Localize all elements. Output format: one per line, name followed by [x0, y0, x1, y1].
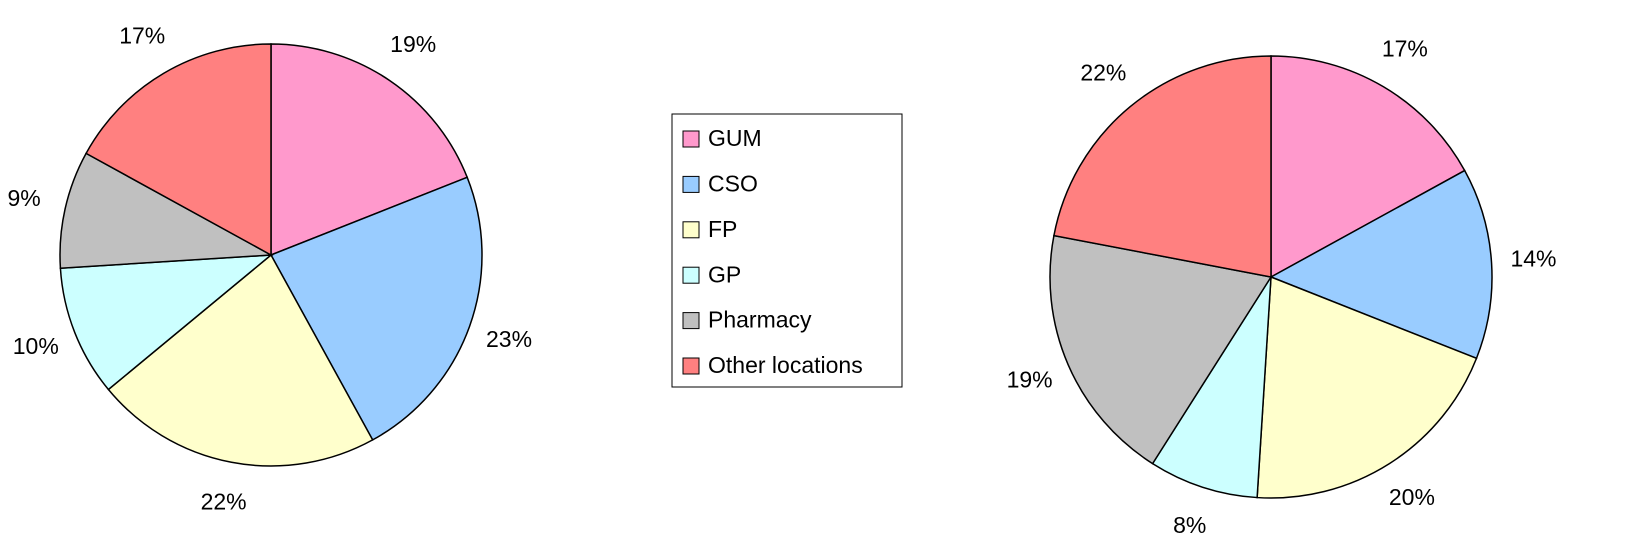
pie-slice — [59, 152, 274, 270]
pie-slice — [1049, 234, 1273, 465]
legend-box — [671, 113, 903, 388]
data-label: 22% — [1080, 59, 1126, 85]
legend-label: CSO — [708, 170, 758, 196]
data-label: 22% — [201, 489, 247, 515]
legend-swatch — [682, 175, 700, 193]
data-label: 19% — [390, 31, 436, 57]
pie-slice — [1151, 276, 1272, 499]
pie-slice — [1053, 55, 1272, 278]
pie-slice — [107, 253, 374, 467]
legend-swatch — [682, 221, 700, 239]
data-label: 8% — [1173, 512, 1206, 538]
pie-slice — [1269, 169, 1493, 360]
pie-slice — [270, 43, 469, 257]
legend-label: Other locations — [708, 352, 863, 378]
pie-slice — [1270, 55, 1466, 279]
data-label: 10% — [13, 333, 59, 359]
data-label: 23% — [486, 326, 532, 352]
legend-label: Pharmacy — [708, 307, 812, 333]
pie-slice — [269, 176, 483, 441]
data-label: 14% — [1510, 246, 1556, 272]
legend-label: FP — [708, 216, 737, 242]
legend-swatch — [682, 357, 700, 375]
legend-label: GUM — [708, 125, 762, 151]
data-label: 9% — [7, 185, 40, 211]
data-label: 20% — [1389, 484, 1435, 510]
pie-slice — [1256, 275, 1478, 499]
data-label: 17% — [119, 22, 165, 48]
data-label: 19% — [1007, 367, 1053, 393]
legend-swatch — [682, 312, 700, 330]
legend-swatch — [682, 130, 700, 148]
legend-swatch — [682, 266, 700, 284]
data-label: 17% — [1382, 36, 1428, 62]
pie-slice — [59, 254, 274, 391]
legend-label: GP — [708, 261, 741, 287]
pie-slice — [85, 43, 272, 257]
